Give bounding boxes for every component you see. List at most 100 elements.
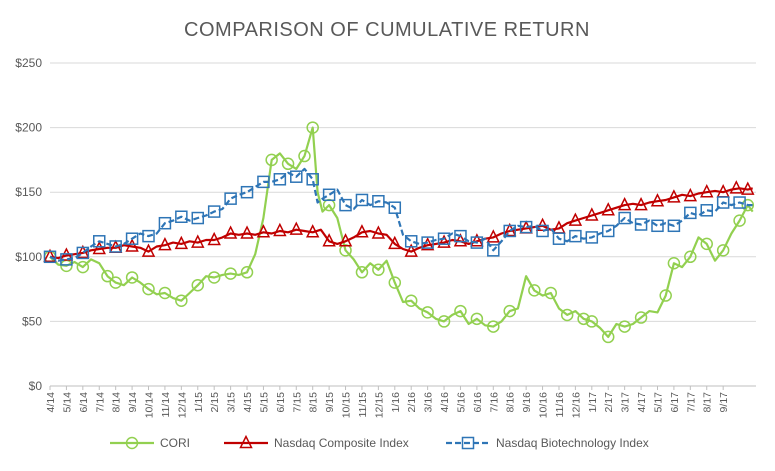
x-tick-label: 2/15: [209, 392, 221, 413]
data-point-marker: [43, 250, 57, 264]
data-point-marker: [207, 271, 221, 284]
data-point-marker: [528, 284, 541, 297]
grid-layer: [50, 62, 756, 387]
data-point-marker: [716, 196, 730, 209]
x-tick-label: 10/15: [341, 392, 353, 418]
y-tick-label: $200: [15, 121, 42, 135]
data-point-marker: [733, 214, 746, 227]
data-point-marker: [684, 206, 697, 220]
x-tick-label: 6/16: [472, 392, 484, 413]
data-point-marker: [240, 225, 254, 239]
x-tick-label: 8/17: [702, 392, 714, 413]
x-tick-label: 11/15: [357, 392, 369, 418]
x-tick-label: 8/14: [111, 392, 123, 413]
x-tick-label: 5/16: [455, 392, 467, 413]
data-point-marker: [618, 211, 631, 225]
x-tick-label: 12/16: [570, 392, 582, 418]
data-point-marker: [454, 229, 467, 243]
data-point-marker: [453, 233, 468, 247]
data-point-marker: [716, 244, 730, 257]
x-tick-label: 5/17: [652, 392, 664, 413]
x-axis-ticks: 4/14 5/14 6/14 7/14 8/14 9/14 10/14 11/14 12/14 1…: [45, 386, 730, 418]
series-0: [43, 121, 755, 344]
data-point-marker: [585, 207, 599, 221]
data-point-marker: [617, 196, 632, 211]
data-point-marker: [700, 184, 714, 198]
x-tick-label: 9/15: [324, 392, 336, 413]
data-point-marker: [109, 276, 122, 289]
data-point-marker: [76, 260, 90, 274]
data-point-marker: [256, 224, 271, 238]
legend-swatch-marker: [239, 434, 253, 449]
y-tick-label: $250: [15, 56, 42, 70]
legend-swatch-marker: [461, 436, 475, 450]
y-tick-label: $100: [15, 250, 42, 264]
data-point-marker: [60, 253, 73, 266]
data-point-marker: [667, 189, 681, 203]
data-point-marker: [388, 276, 402, 289]
data-point-marker: [224, 192, 237, 205]
data-point-marker: [240, 266, 254, 279]
data-point-marker: [729, 180, 744, 194]
data-point-marker: [175, 210, 188, 223]
data-point-marker: [125, 238, 139, 252]
data-point-marker: [338, 233, 353, 247]
data-point-marker: [634, 311, 648, 324]
data-point-marker: [651, 219, 664, 233]
data-point-marker: [700, 237, 713, 251]
data-point-marker: [420, 236, 435, 251]
x-tick-label: 5/15: [258, 392, 270, 413]
data-point-marker: [92, 240, 106, 255]
legend: CORI Nasdaq Composite Index Nasdaq Biotech…: [110, 434, 649, 450]
x-tick-label: 7/15: [291, 392, 303, 413]
data-point-marker: [585, 315, 599, 328]
data-point-marker: [141, 243, 156, 257]
data-point-marker: [223, 225, 238, 239]
x-tick-label: 12/15: [373, 392, 385, 418]
data-point-marker: [93, 235, 106, 248]
data-point-marker: [618, 320, 631, 333]
data-point-marker: [388, 235, 402, 250]
data-point-marker: [667, 219, 681, 233]
data-point-marker: [667, 257, 681, 270]
data-point-marker: [355, 266, 369, 279]
data-point-marker: [519, 220, 533, 234]
series-line: [49, 167, 753, 262]
data-point-marker: [240, 185, 254, 199]
data-point-marker: [290, 170, 303, 183]
x-tick-label: 6/15: [275, 392, 287, 413]
x-tick-label: 8/16: [505, 392, 517, 413]
x-tick-label: 9/16: [521, 392, 533, 413]
legend-item: Nasdaq Composite Index: [224, 434, 409, 450]
data-point-marker: [125, 271, 139, 284]
data-point-marker: [372, 263, 385, 276]
data-point-marker: [733, 196, 746, 209]
y-tick-label: $150: [15, 185, 42, 199]
data-point-marker: [109, 240, 122, 253]
data-point-marker: [257, 175, 270, 189]
chart-title: COMPARISON OF CUMULATIVE RETURN: [184, 19, 590, 41]
data-point-marker: [372, 194, 385, 208]
data-point-marker: [659, 289, 672, 302]
data-point-marker: [339, 198, 352, 212]
data-point-marker: [101, 269, 114, 283]
x-tick-label: 4/17: [636, 392, 648, 413]
x-tick-label: 3/17: [620, 392, 632, 413]
x-tick-label: 6/14: [78, 392, 90, 413]
data-point-marker: [487, 244, 500, 257]
x-tick-label: 2/16: [406, 392, 418, 413]
data-point-marker: [298, 149, 311, 163]
data-point-marker: [371, 225, 386, 239]
data-point-marker: [486, 229, 501, 243]
legend-label: Nasdaq Biotechnology Index: [496, 436, 649, 450]
data-point-marker: [421, 306, 434, 319]
data-point-marker: [355, 224, 369, 238]
x-tick-label: 9/17: [718, 392, 730, 413]
data-point-marker: [191, 278, 205, 292]
data-point-marker: [355, 193, 369, 207]
legend-swatch-marker: [125, 436, 139, 450]
data-point-marker: [191, 234, 205, 248]
x-tick-label: 4/15: [242, 392, 254, 413]
y-axis-ticks: $0 $50 $100 $150 $200 $250: [15, 56, 42, 393]
